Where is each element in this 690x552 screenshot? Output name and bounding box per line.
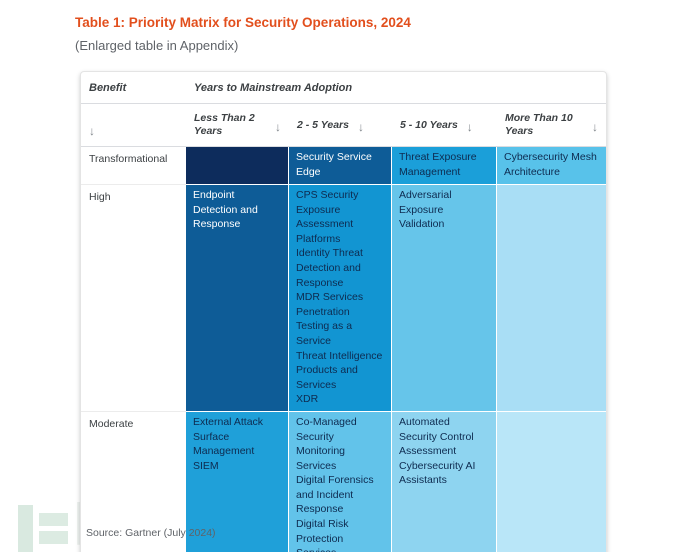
table-row: Moderate External Attack Surface Manageme… [81,411,606,552]
table-row: Transformational Security Service Edge Thr… [81,147,606,185]
table-body: Transformational Security Service Edge Thr… [81,147,606,552]
technology-item: Endpoint Detection and Response [193,189,258,231]
source-note: Source: Gartner (July 2024) [86,527,216,539]
column-header-2-5-years[interactable]: 2 - 5 Years ↓ [289,104,392,146]
years-to-mainstream-adoption-header: Years to Mainstream Adoption [194,81,353,94]
technology-item: Cybersecurity Mesh Architecture [504,151,597,178]
table-row: High Endpoint Detection and Response CPS S… [81,185,606,412]
technology-item: Digital Forensics and Incident Response [296,474,374,516]
technology-item: Cybersecurity AI Assistants [399,459,476,487]
column-header-label: More Than 10 Years [505,112,573,137]
table-subtitle: (Enlarged table in Appendix) [75,38,239,53]
matrix-cell: External Attack Surface Management SIEM [186,411,289,552]
technology-item: External Attack Surface Management [193,415,264,458]
technology-item: Penetration Testing as a Service [296,305,353,347]
matrix-cell: Endpoint Detection and Response [186,185,289,412]
matrix-cell [497,411,606,552]
matrix-cell: Cybersecurity Mesh Architecture [497,147,606,185]
matrix-cell: CPS Security Exposure Assessment Platform… [289,185,392,412]
sort-down-icon[interactable]: ↓ [592,119,598,134]
technology-item: MDR Services [296,291,364,304]
matrix-cell: Co-Managed Security Monitoring Services D… [289,411,392,552]
technology-item: Digital Risk Protection Services [296,518,349,552]
technology-item: CPS Security [296,189,359,201]
freebuf-logo-bars [39,513,68,552]
benefit-header: Benefit [89,81,127,94]
technology-item: Threat Intelligence Products and Service… [296,349,383,391]
freebuf-logo-bar [39,513,68,526]
technology-item: Adversarial Exposure Validation [399,189,452,231]
column-header-label: Less Than 2 Years [194,112,255,137]
row-label: High [81,185,186,412]
technology-item: Co-Managed Security Monitoring Services [296,415,357,472]
priority-matrix-table: Benefit Years to Mainstream Adoption ↓ L… [80,71,607,552]
matrix-cell: Threat Exposure Management [392,147,497,185]
column-header-benefit-sort[interactable]: ↓ [81,104,186,146]
row-label: Transformational [81,147,186,185]
table-title: Table 1: Priority Matrix for Security Op… [75,15,411,30]
matrix-cell: Adversarial Exposure Validation [392,185,497,412]
technology-item: XDR [296,393,319,406]
row-label: Moderate [81,411,186,552]
column-header-5-10-years[interactable]: 5 - 10 Years ↓ [392,104,497,146]
technology-item: Threat Exposure Management [399,151,477,178]
sort-down-icon[interactable]: ↓ [275,119,281,134]
sort-down-icon[interactable]: ↓ [357,119,364,134]
technology-item: Automated Security Control Assessment [399,415,474,458]
technology-item: Exposure Assessment Platforms [296,203,354,245]
column-header-label: 5 - 10 Years [400,118,458,131]
technology-item: SIEM [193,459,219,472]
sort-down-icon[interactable]: ↓ [466,119,473,134]
column-header-more-than-10-years[interactable]: More Than 10 Years ↓ [497,104,606,146]
technology-item: Security Service Edge [296,151,372,178]
table-column-header-row: ↓ Less Than 2 Years ↓ 2 - 5 Years ↓ 5 - … [81,104,606,147]
table-header-group-row: Benefit Years to Mainstream Adoption [81,72,606,104]
freebuf-logo-vertical-bar [18,505,33,552]
technology-item: Identity Threat Detection and Response [296,247,363,289]
freebuf-logo-bar [39,531,68,544]
sort-down-icon[interactable]: ↓ [89,124,95,138]
column-header-label: 2 - 5 Years [297,118,349,131]
matrix-cell: Security Service Edge [289,147,392,185]
column-header-less-than-2-years[interactable]: Less Than 2 Years ↓ [186,104,289,146]
matrix-cell [497,185,606,412]
matrix-cell [186,147,289,185]
matrix-cell: Automated Security Control Assessment Cyb… [392,411,497,552]
